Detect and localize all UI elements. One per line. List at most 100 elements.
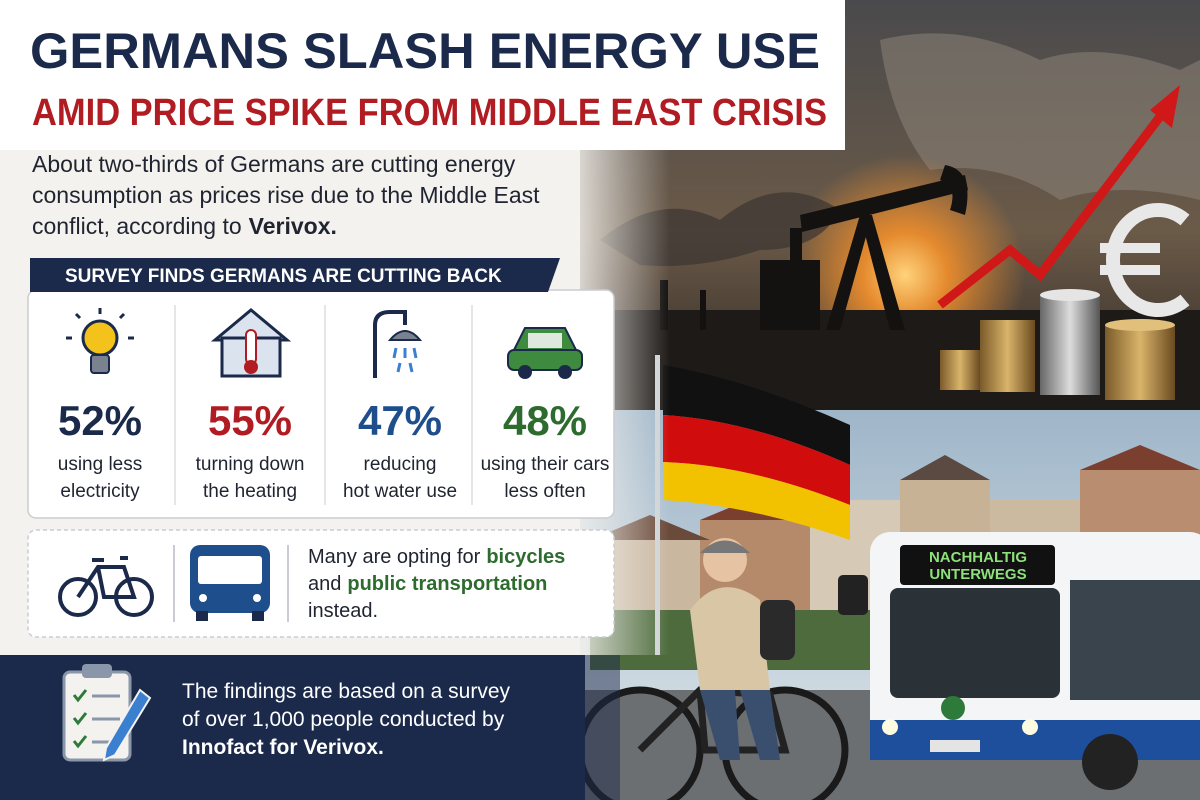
clipboard-icon-part-part xyxy=(72,712,88,726)
cyclist-part xyxy=(637,686,790,754)
price-arrow xyxy=(937,107,1169,309)
transport-text: Many are opting for xyxy=(308,546,481,568)
bus-part xyxy=(838,575,868,615)
house-thermometer-icon-part xyxy=(244,360,258,374)
clipboard-icon-part-part xyxy=(72,689,88,703)
intro-emphasis: Verivox. xyxy=(249,213,337,239)
buildings-part xyxy=(900,455,990,480)
bulb-icon-part-part xyxy=(74,312,82,320)
german-flag-part xyxy=(663,365,850,465)
car-icon-part xyxy=(528,333,562,348)
euro-sign-part xyxy=(1106,203,1190,317)
stat-label: the heating xyxy=(203,481,297,502)
bus-part xyxy=(900,545,1055,585)
coin-stacks-part xyxy=(1040,295,1100,395)
stat-label: using their cars xyxy=(481,454,610,475)
stat-label: electricity xyxy=(60,481,140,502)
german-flag-part xyxy=(663,462,850,540)
cyclist-part xyxy=(760,600,795,660)
bus-part xyxy=(941,696,965,720)
coin-stacks-part xyxy=(1040,289,1100,301)
oil-pump-part xyxy=(800,175,968,232)
intro: About two-thirds of Germans are cutting … xyxy=(32,151,540,239)
footer: The findings are based on a survey of ov… xyxy=(0,655,620,800)
oil-pump-part xyxy=(760,260,820,330)
car-icon xyxy=(507,327,583,379)
header-bg xyxy=(0,0,845,150)
german-flag-part xyxy=(663,415,850,505)
bus-icon-part xyxy=(199,594,207,602)
intro-line: conflict, according to Verivox. xyxy=(32,213,337,239)
shower-icon-part-part xyxy=(396,362,402,373)
bus-icon-part xyxy=(196,611,208,621)
shower-icon xyxy=(373,310,423,378)
clipboard-icon xyxy=(62,664,152,762)
bus-part xyxy=(890,588,1060,698)
shower-icon-part-part xyxy=(412,347,418,359)
cyclist-part xyxy=(700,690,740,760)
oil-pump-part xyxy=(860,215,905,330)
photo-collage: NACHHALTIG UNTERWEGS xyxy=(560,0,1200,800)
bus-icon-part xyxy=(253,594,261,602)
house-thermometer-icon xyxy=(210,308,292,378)
german-flag xyxy=(663,365,850,540)
intro-line: About two-thirds of Germans are cutting … xyxy=(32,151,516,177)
bulb-icon xyxy=(66,308,134,374)
stat-label: less often xyxy=(504,481,585,502)
transport-text: and xyxy=(308,573,341,595)
intro-line: consumption as prices rise due to the Mi… xyxy=(32,182,540,208)
stat-percent: 47% xyxy=(358,397,442,444)
survey-tab xyxy=(30,258,560,292)
bulb-icon-part xyxy=(81,319,119,357)
oil-pump xyxy=(660,165,968,330)
title: GERMANS SLASH ENERGY USE xyxy=(30,23,820,79)
cyclist-part xyxy=(740,690,780,760)
bus-icon xyxy=(190,545,270,621)
footer-line: The findings are based on a survey xyxy=(182,680,511,703)
transport-line: and public transportation xyxy=(308,573,547,595)
bus-part xyxy=(882,719,898,735)
euro-sign-part xyxy=(1100,265,1160,275)
oil-pump-part xyxy=(940,165,968,215)
car-icon-part xyxy=(518,365,532,379)
car-icon-part xyxy=(507,349,583,371)
bus-sign-line: UNTERWEGS xyxy=(929,566,1026,583)
shower-icon-part-part xyxy=(408,362,414,373)
intro-text: conflict, according to xyxy=(32,213,242,239)
price-arrow-head xyxy=(1150,85,1180,128)
coin-stacks-part xyxy=(940,350,980,390)
transport-emphasis: bicycles xyxy=(486,546,565,568)
bus-part xyxy=(1022,719,1038,735)
bicycle-icon-part xyxy=(58,577,98,617)
bulb-icon-part-part xyxy=(118,312,126,320)
shower-icon-part xyxy=(392,347,418,373)
bus: NACHHALTIG UNTERWEGS xyxy=(838,532,1200,790)
clipboard-icon-part xyxy=(102,688,152,762)
stat-label: reducing xyxy=(364,454,437,475)
cyclist xyxy=(576,538,849,800)
transport-emphasis: public transportation xyxy=(347,573,547,595)
euro-sign-part xyxy=(1100,243,1160,253)
bicycle-icon xyxy=(58,556,154,617)
car-icon-part xyxy=(558,365,572,379)
coin-stacks xyxy=(940,289,1175,400)
bulb-icon-part xyxy=(66,308,134,340)
oil-pump-part xyxy=(700,290,706,330)
survey-panel: SURVEY FINDS GERMANS ARE CUTTING BACK xyxy=(27,258,615,519)
shower-icon-part xyxy=(373,310,407,378)
transport-text: instead. xyxy=(308,600,378,622)
house-thermometer-icon-part xyxy=(245,329,257,365)
coin-stacks-part xyxy=(980,320,1035,392)
footer-emphasis: Innofact for Verivox. xyxy=(182,736,384,759)
bus-part xyxy=(1070,580,1200,700)
clipboard-icon-part xyxy=(82,664,112,678)
buildings-part xyxy=(1080,445,1200,470)
footer-line: of over 1,000 people conducted by xyxy=(182,708,505,731)
stat-label: using less xyxy=(58,454,143,475)
map-texture xyxy=(880,33,1200,201)
transport-line: Many are opting for bicycles xyxy=(308,546,565,568)
euro-sign xyxy=(1100,203,1190,317)
